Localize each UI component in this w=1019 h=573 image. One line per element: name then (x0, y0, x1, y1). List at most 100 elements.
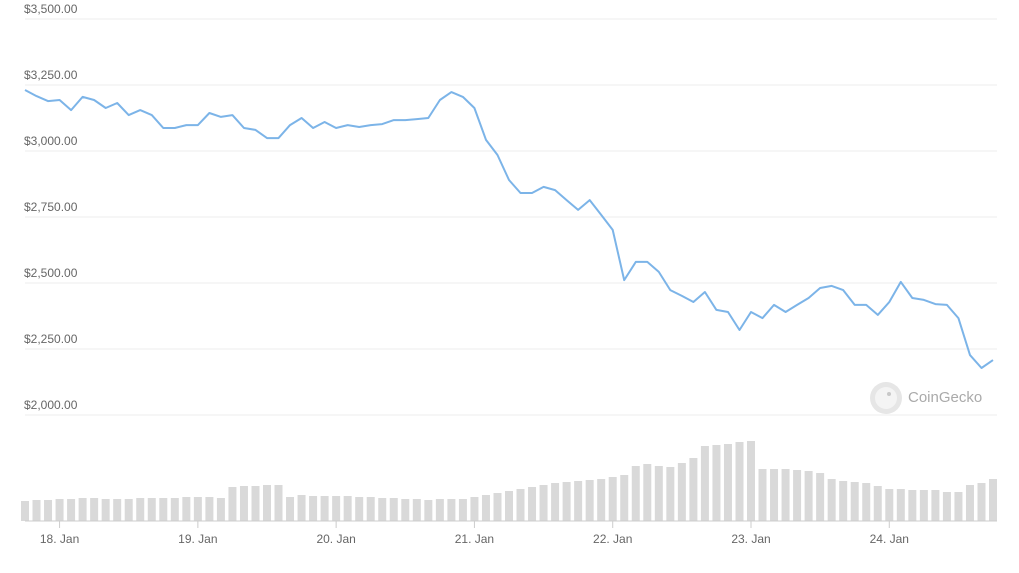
y-tick-label: $2,250.00 (24, 332, 78, 346)
volume-bar (839, 481, 848, 521)
volume-bar (332, 496, 341, 521)
volume-bar (643, 464, 652, 521)
volume-bar (689, 458, 698, 521)
volume-bar (528, 487, 537, 521)
volume-bar (251, 486, 260, 521)
volume-bar (919, 490, 928, 521)
volume-bar (700, 446, 709, 521)
y-tick-label: $3,500.00 (24, 2, 78, 16)
volume-bar (170, 498, 179, 521)
volume-bar (435, 499, 444, 521)
volume-bar (309, 496, 318, 521)
volume-bar (458, 499, 467, 521)
volume-bar (263, 485, 271, 521)
volume-bar (78, 498, 87, 521)
y-tick-label: $3,250.00 (24, 68, 78, 82)
volume-bar (147, 498, 156, 521)
volume-bar (389, 498, 398, 521)
volume-bar (896, 489, 905, 521)
watermark: CoinGecko (908, 389, 982, 406)
volume-bar (781, 469, 790, 521)
volume-bar (205, 497, 214, 521)
volume-bar (747, 441, 755, 521)
volume-bar (770, 469, 779, 521)
volume-bar (666, 467, 675, 521)
volume-bar (193, 497, 202, 521)
volume-bar (804, 471, 813, 521)
volume-bar (597, 479, 606, 521)
x-tick-label: 21. Jan (455, 532, 494, 546)
volume-bar (585, 480, 594, 521)
volume-bar (297, 495, 306, 521)
volume-bar (493, 493, 502, 521)
volume-bar (481, 495, 490, 521)
volume-bar (723, 444, 732, 521)
volume-bar (954, 492, 963, 521)
volume-bar (343, 496, 352, 521)
volume-bar (239, 486, 248, 521)
volume-bar (850, 482, 859, 521)
volume-bar (735, 442, 744, 521)
volume-bar (101, 499, 110, 521)
volume-bar (816, 473, 825, 521)
volume-bar (378, 498, 387, 521)
volume-bar (516, 489, 525, 521)
volume-bar (977, 483, 986, 521)
x-tick-label: 18. Jan (40, 532, 79, 546)
volume-bar (862, 483, 871, 521)
volume-bar (793, 470, 802, 521)
volume-bar (113, 499, 122, 521)
plot: $2,000.00 $2,250.00 $2,500.00 $2,750.00 $3,0… (21, 2, 997, 546)
volume-bar (712, 445, 721, 521)
volume-bar (124, 499, 133, 521)
volume-bar (136, 498, 145, 521)
volume-bar (401, 499, 410, 521)
volume-bar (654, 466, 663, 521)
volume-bar (677, 463, 686, 521)
volume-bar (942, 492, 951, 521)
volume-bar (827, 479, 836, 521)
y-tick-label: $2,000.00 (24, 398, 78, 412)
volume-bar (412, 499, 421, 521)
volume-bar (55, 499, 64, 521)
x-tick-label: 22. Jan (593, 532, 632, 546)
x-tick-label: 20. Jan (316, 532, 355, 546)
volume-bar (424, 500, 433, 521)
volume-bar (44, 500, 53, 521)
volume-bar (274, 485, 283, 521)
volume-bar (447, 499, 456, 521)
volume-bar (159, 498, 168, 521)
volume-bar (873, 486, 882, 521)
volume-bar (758, 469, 767, 521)
volume-bar (539, 485, 548, 521)
volume-bar (631, 466, 640, 521)
y-tick-label: $2,750.00 (24, 200, 78, 214)
volume-bar (90, 498, 99, 521)
volume-bar (608, 477, 617, 521)
y-tick-label: $2,500.00 (24, 266, 78, 280)
volume-bar (470, 497, 479, 521)
y-tick-label: $3,000.00 (24, 134, 78, 148)
x-tick-label: 24. Jan (870, 532, 909, 546)
volume-bar (551, 483, 560, 521)
x-tick-label: 19. Jan (178, 532, 217, 546)
volume-bar (320, 496, 329, 521)
volume-bar (931, 490, 940, 521)
x-tick-label: 23. Jan (731, 532, 770, 546)
volume-bar (885, 489, 894, 521)
volume-bar (21, 501, 29, 521)
volume-bar (989, 479, 997, 521)
volume-bar (620, 475, 629, 521)
volume-bar (286, 497, 295, 521)
volume-bar (355, 497, 364, 521)
volume-bar (908, 490, 917, 521)
volume-bar (228, 487, 237, 521)
volume-bar (574, 481, 583, 521)
volume-bar (216, 498, 225, 521)
volume-bar (965, 485, 974, 521)
volume-bar (562, 482, 571, 521)
volume-bar (182, 497, 191, 521)
volume-bar (67, 499, 76, 521)
volume-bar (32, 500, 41, 521)
